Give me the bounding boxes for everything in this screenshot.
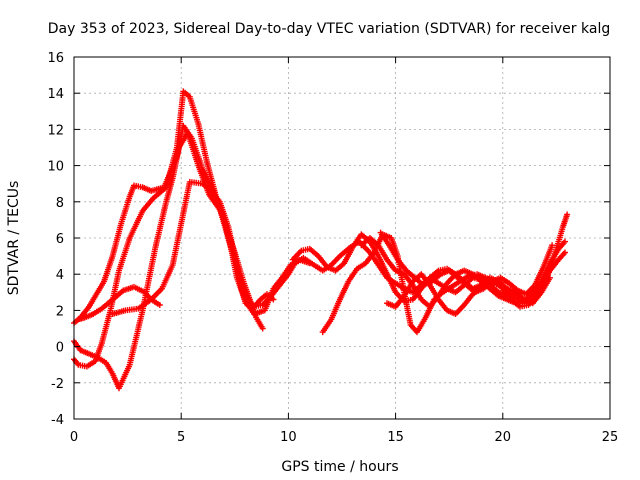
series-track-3 <box>71 130 313 392</box>
x-axis-ticks: 0 5 10 15 20 25 <box>70 57 618 445</box>
x-tick-label: 25 <box>602 430 619 445</box>
data-point-marker <box>562 249 568 256</box>
x-axis-title: GPS time / hours <box>281 459 398 475</box>
y-tick-label: 8 <box>56 196 64 211</box>
y-axis-title: SDTVAR / TECUs <box>6 181 22 296</box>
x-tick-label: 10 <box>280 430 297 445</box>
x-tick-label: 20 <box>495 430 512 445</box>
x-tick-label: 15 <box>387 430 404 445</box>
y-tick-label: 14 <box>47 87 64 102</box>
data-point-marker <box>549 242 556 249</box>
y-tick-label: 4 <box>56 268 64 283</box>
x-tick-label: 5 <box>177 430 185 445</box>
y-tick-label: 2 <box>56 304 64 319</box>
y-tick-label: 6 <box>56 232 64 247</box>
data-point-marker <box>564 211 571 218</box>
series-track-2 <box>71 88 277 370</box>
y-tick-label: 12 <box>47 123 64 138</box>
data-point-marker <box>156 302 163 308</box>
series-track-11 <box>384 271 553 317</box>
x-tick-label: 0 <box>70 430 78 445</box>
y-axis-ticks: -4 -2 0 2 4 6 8 10 12 14 16 <box>47 51 610 428</box>
series-track-1 <box>71 122 266 332</box>
data-series <box>71 88 571 392</box>
y-tick-label: 0 <box>56 341 64 356</box>
grid <box>74 57 610 419</box>
chart-title: Day 353 of 2023, Sidereal Day-to-day VTE… <box>48 21 610 37</box>
series-track-5 <box>109 178 255 317</box>
y-tick-label: 16 <box>47 51 64 66</box>
data-point-marker <box>547 274 553 281</box>
data-point-marker <box>259 325 266 332</box>
y-tick-label: -2 <box>51 377 64 392</box>
y-tick-label: -4 <box>51 413 64 428</box>
y-tick-label: 10 <box>47 160 64 175</box>
data-point-marker <box>562 238 568 245</box>
